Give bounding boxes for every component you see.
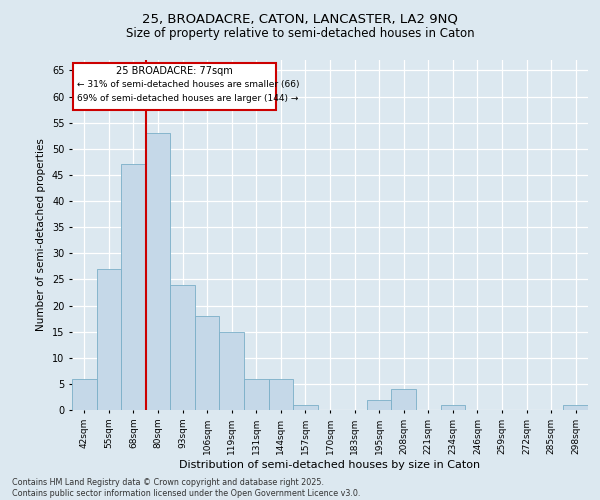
Bar [72,378,97,410]
Text: ← 31% of semi-detached houses are smaller (66): ← 31% of semi-detached houses are smalle… [77,80,299,89]
Bar [121,164,146,410]
Text: 25, BROADACRE, CATON, LANCASTER, LA2 9NQ: 25, BROADACRE, CATON, LANCASTER, LA2 9NQ [142,12,458,26]
FancyBboxPatch shape [73,62,276,110]
Bar [170,284,195,410]
Bar [146,133,170,410]
Bar [220,332,244,410]
Text: 25 BROADACRE: 77sqm: 25 BROADACRE: 77sqm [116,66,233,76]
Bar [269,378,293,410]
Y-axis label: Number of semi-detached properties: Number of semi-detached properties [37,138,46,332]
Bar [244,378,269,410]
Bar [97,269,121,410]
Bar [293,405,318,410]
Bar [195,316,220,410]
X-axis label: Distribution of semi-detached houses by size in Caton: Distribution of semi-detached houses by … [179,460,481,469]
Text: Contains HM Land Registry data © Crown copyright and database right 2025.
Contai: Contains HM Land Registry data © Crown c… [12,478,361,498]
Bar [563,405,588,410]
Bar [391,389,416,410]
Text: Size of property relative to semi-detached houses in Caton: Size of property relative to semi-detach… [125,28,475,40]
Bar [367,400,391,410]
Bar [440,405,465,410]
Text: 69% of semi-detached houses are larger (144) →: 69% of semi-detached houses are larger (… [77,94,298,103]
